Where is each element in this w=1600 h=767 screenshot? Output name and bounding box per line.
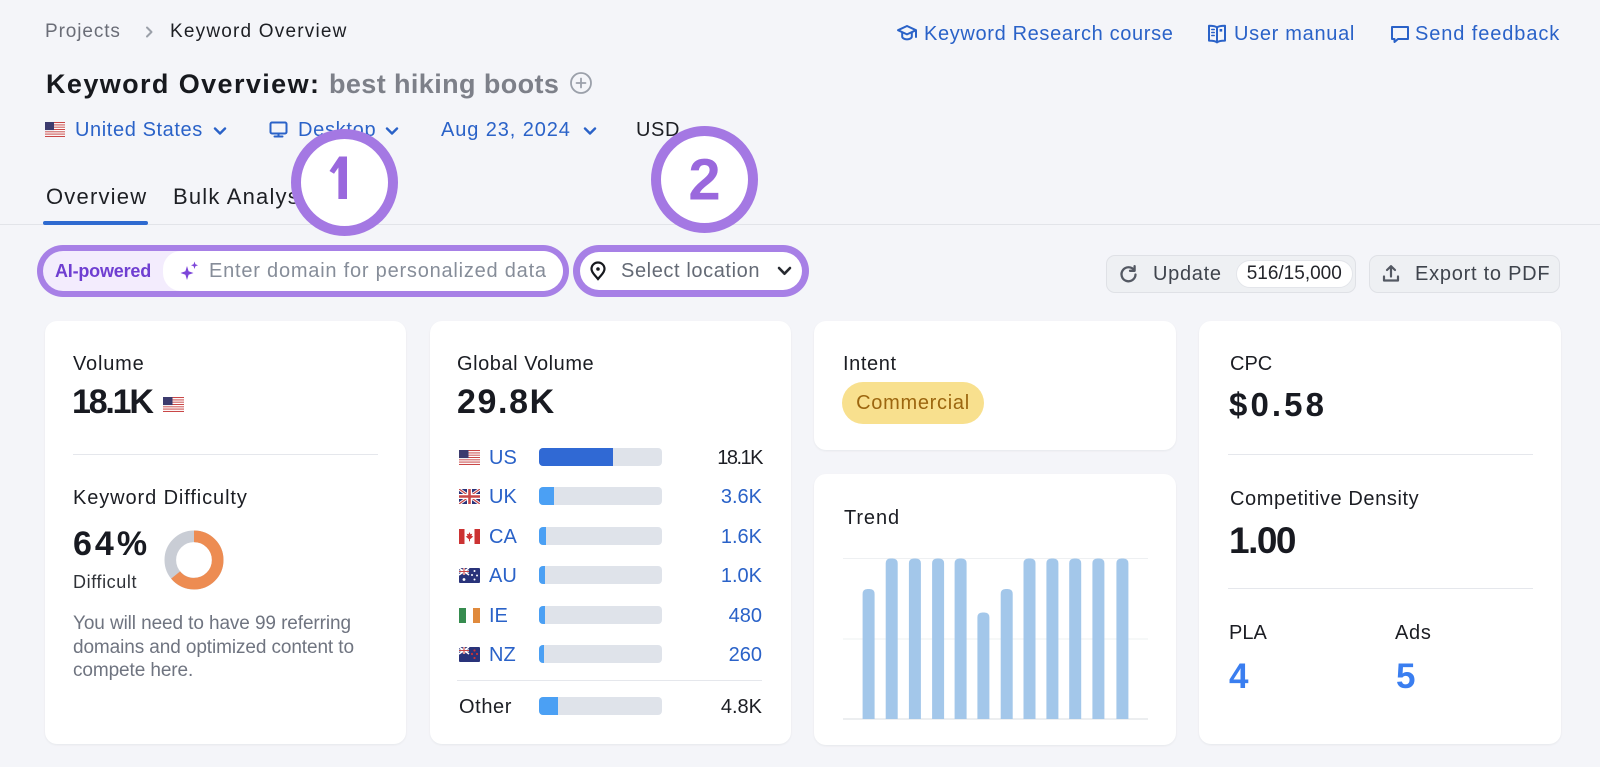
svg-text:2: 2 <box>688 148 720 213</box>
